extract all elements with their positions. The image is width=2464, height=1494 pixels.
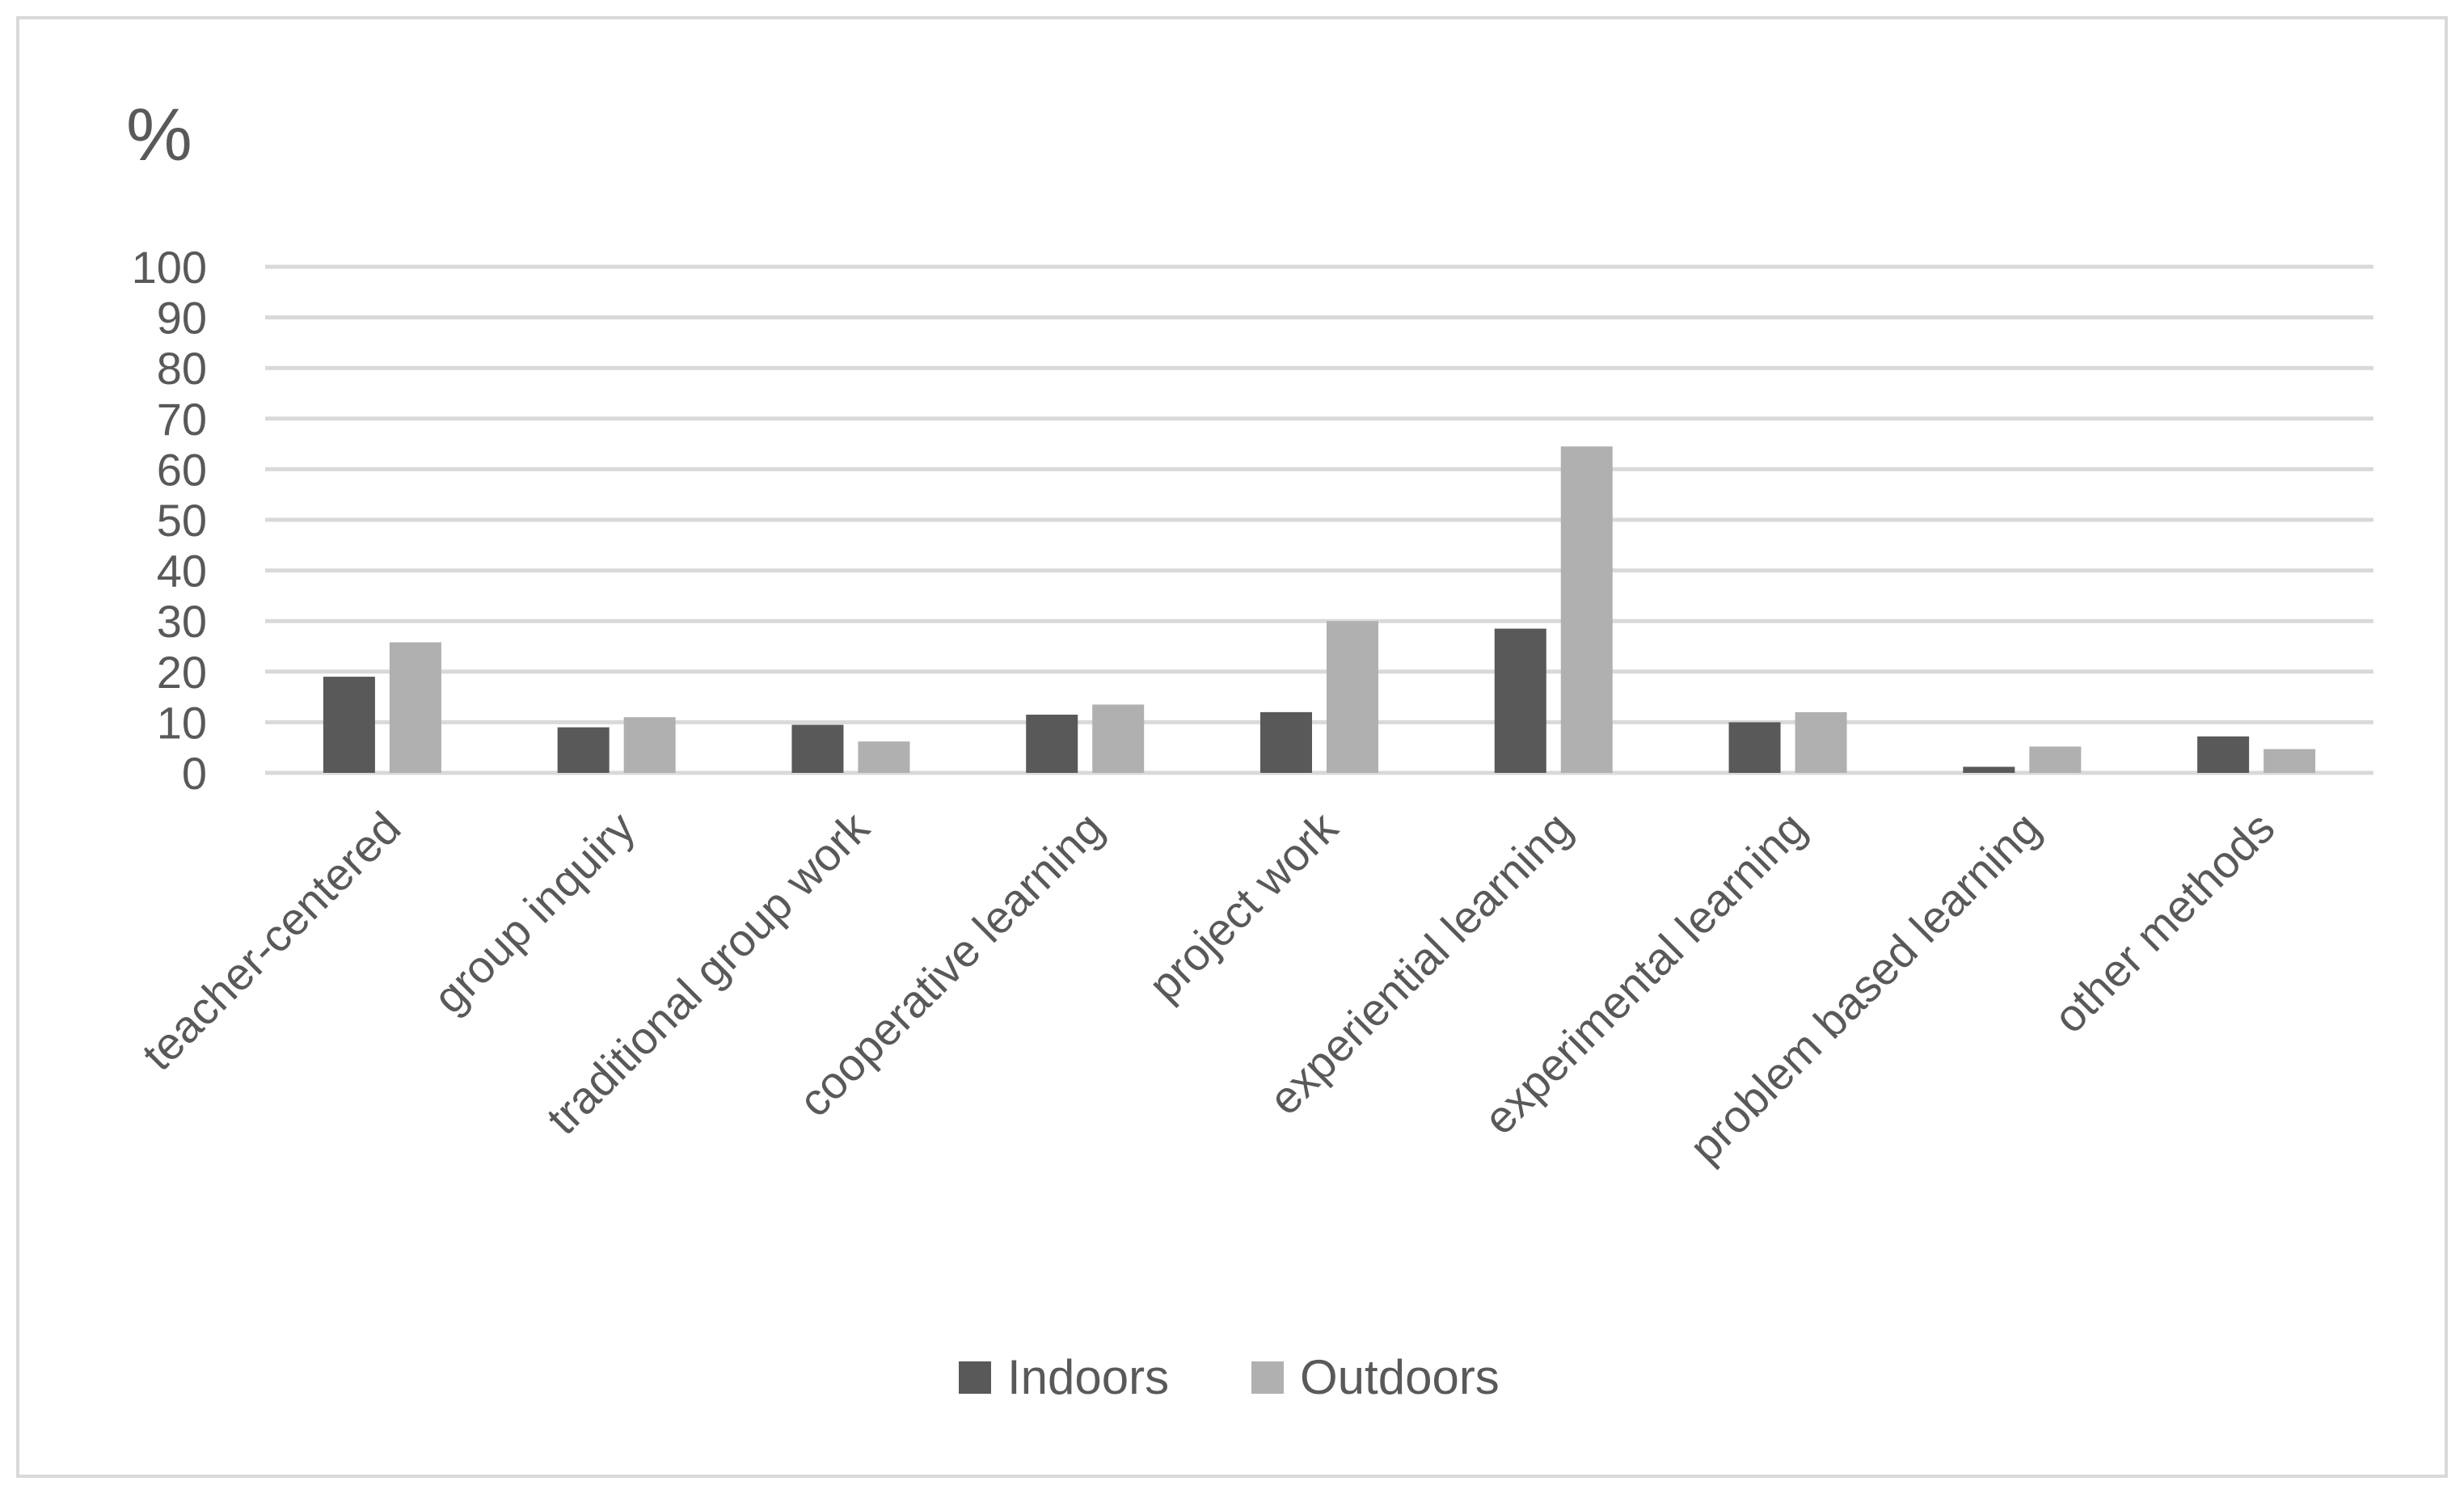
- bar-outdoors-5: [1560, 446, 1613, 773]
- bar-indoors-7: [1963, 766, 2015, 773]
- bar-outdoors-3: [1092, 704, 1145, 773]
- x-tick-label: group inquiry: [424, 802, 644, 1023]
- bar-indoors-3: [1026, 715, 1078, 773]
- bar-indoors-0: [323, 677, 375, 773]
- legend-label-indoors: Indoors: [1007, 1350, 1169, 1404]
- y-tick-label: 100: [132, 242, 207, 293]
- y-tick-label: 50: [157, 495, 207, 546]
- y-unit-label: %: [126, 94, 192, 176]
- y-tick-label: 70: [157, 394, 207, 445]
- gridlines: [265, 264, 2373, 775]
- bar-outdoors-2: [858, 741, 910, 773]
- legend-swatch-indoors: [959, 1361, 991, 1394]
- y-tick-label: 40: [157, 546, 207, 597]
- y-tick-label: 10: [157, 697, 207, 748]
- bar-outdoors-0: [389, 642, 441, 773]
- x-tick-label: project work: [1138, 801, 1348, 1011]
- bar-indoors-6: [1728, 722, 1781, 773]
- bar-indoors-1: [557, 727, 610, 773]
- bar-indoors-2: [791, 724, 844, 773]
- bar-outdoors-4: [1327, 621, 1378, 773]
- y-tick-label: 60: [157, 444, 207, 495]
- legend-label-outdoors: Outdoors: [1300, 1350, 1500, 1404]
- y-tick-label: 80: [157, 343, 207, 394]
- bar-outdoors-7: [2029, 746, 2082, 773]
- x-tick-label: teacher-centered: [132, 802, 410, 1080]
- x-tick-label: other methods: [2044, 802, 2285, 1043]
- bar-outdoors-1: [623, 717, 676, 773]
- y-tick-label: 0: [182, 748, 207, 799]
- legend-swatch-outdoors: [1251, 1361, 1284, 1394]
- bars: [323, 446, 2316, 773]
- y-tick-label: 90: [157, 293, 207, 344]
- x-axis-ticks: teacher-centered group inquirytraditional…: [132, 801, 2284, 1172]
- bar-indoors-5: [1494, 628, 1546, 773]
- y-tick-label: 20: [157, 647, 207, 698]
- y-tick-label: 30: [157, 596, 207, 647]
- bar-outdoors-8: [2264, 749, 2316, 773]
- legend: Indoors Outdoors: [959, 1350, 1500, 1404]
- bar-indoors-4: [1260, 711, 1312, 773]
- bar-outdoors-6: [1795, 711, 1847, 773]
- bar-indoors-8: [2197, 736, 2250, 773]
